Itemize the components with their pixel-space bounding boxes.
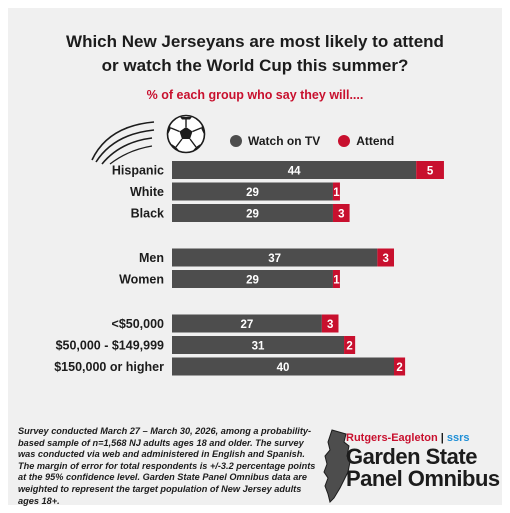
category-label: $150,000 or higher: [54, 360, 164, 374]
bar-attend: [332, 270, 340, 288]
bar-attend: [332, 204, 350, 222]
bar-watch-on-tv: [172, 248, 378, 267]
bar-attend: [394, 357, 406, 376]
category-label: Black: [131, 207, 164, 221]
bar-watch-on-tv: [172, 270, 333, 288]
brand-partner: ssrs: [446, 432, 470, 444]
legend-item-watch: Watch on TV: [230, 134, 320, 148]
brand-org-name: Rutgers-Eagleton: [346, 432, 438, 444]
bar-watch-on-tv: [172, 357, 394, 376]
data-label-attend: 3: [382, 253, 388, 265]
data-label-attend: 3: [327, 319, 333, 331]
survey-note: Survey conducted March 27 – March 30, 20…: [18, 426, 316, 506]
category-label: Hispanic: [112, 164, 164, 178]
data-label-attend: 5: [427, 166, 434, 178]
bar-watch-on-tv: [172, 336, 345, 354]
bar-watch-on-tv: [172, 314, 322, 333]
legend-label-attend: Attend: [356, 134, 395, 148]
data-label-watch-on-tv: 40: [277, 362, 290, 374]
data-label-attend: 1: [333, 187, 340, 199]
bar-attend: [344, 336, 356, 354]
data-label-attend: 1: [333, 275, 340, 287]
brand-line-1: Garden State: [346, 444, 477, 469]
data-label-watch-on-tv: 29: [246, 275, 259, 287]
category-label: White: [130, 185, 164, 199]
data-label-watch-on-tv: 31: [252, 341, 265, 353]
brand-separator: |: [437, 432, 447, 444]
chart-title-line-2: or watch the World Cup this summer?: [101, 56, 409, 75]
legend-item-attend: Attend: [338, 134, 394, 148]
category-label: Men: [139, 251, 164, 265]
chart-title: Which New Jerseyans are most likely to a…: [0, 30, 510, 78]
bar-watch-on-tv: [172, 182, 333, 201]
data-label-watch-on-tv: 29: [246, 209, 259, 221]
bar-attend: [416, 161, 444, 179]
category-label: Women: [119, 273, 164, 287]
legend-label-watch: Watch on TV: [248, 134, 321, 148]
chart-title-line-1: Which New Jerseyans are most likely to a…: [66, 32, 444, 51]
new-jersey-map-icon: [323, 429, 351, 503]
bar-watch-on-tv: [172, 161, 417, 179]
brand-line-2: Panel Omnibus: [346, 466, 500, 491]
chart-subtitle: % of each group who say they will....: [146, 88, 364, 102]
data-label-attend: 2: [346, 341, 352, 353]
footer: Survey conducted March 27 – March 30, 20…: [0, 412, 510, 513]
bar-attend: [332, 182, 340, 201]
brand-org: Rutgers-Eagleton | ssrs: [346, 432, 470, 444]
category-label: <$50,000: [112, 317, 165, 331]
data-label-watch-on-tv: 27: [241, 319, 254, 331]
legend-swatch-watch: [230, 135, 242, 147]
brand-name: Garden State Panel Omnibus: [346, 446, 500, 490]
bar-watch-on-tv: [172, 204, 333, 222]
data-label-watch-on-tv: 29: [246, 187, 259, 199]
legend-swatch-attend: [338, 135, 351, 147]
data-label-attend: 3: [338, 209, 344, 221]
category-label: $50,000 - $149,999: [56, 339, 164, 353]
motion-lines-icon: [91, 121, 155, 165]
bar-attend: [321, 314, 339, 333]
data-label-watch-on-tv: 37: [268, 253, 281, 265]
bar-attend: [377, 248, 394, 267]
chart-legend: Watch on TV Attend: [230, 132, 412, 150]
data-label-attend: 2: [396, 362, 402, 374]
bar-chart: Hispanic 44 5 White 29 1 Black 29 3 Men 37 3 Women 29…: [54, 161, 444, 376]
data-label-watch-on-tv: 44: [288, 166, 301, 178]
soccer-ball-icon: [166, 114, 206, 154]
